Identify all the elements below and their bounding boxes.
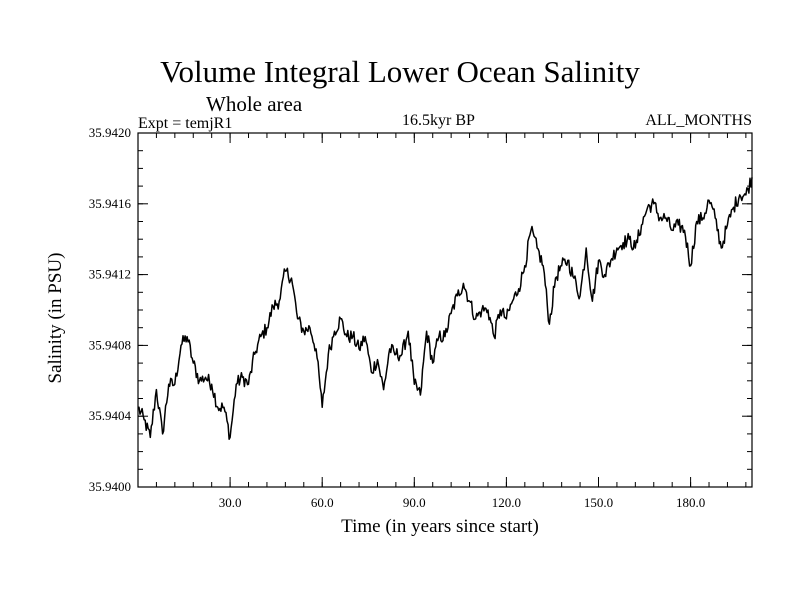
x-axis-label: Time (in years since start) <box>341 516 539 537</box>
axis-ticks <box>138 132 752 488</box>
x-tick-label: 30.0 <box>219 495 242 510</box>
series-line-salinity <box>137 177 753 440</box>
plot-frame <box>137 132 753 488</box>
x-tick-label: 90.0 <box>403 495 426 510</box>
experiment-label: Expt = temjR1 <box>138 115 233 132</box>
months-label: ALL_MONTHS <box>645 112 752 129</box>
x-tick-label: 120.0 <box>492 495 521 510</box>
chart-subtitle: Whole area <box>206 92 303 116</box>
y-tick-label: 35.9416 <box>89 196 132 211</box>
y-tick-label: 35.9420 <box>89 125 131 140</box>
x-tick-label: 60.0 <box>311 495 334 510</box>
y-tick-label: 35.9412 <box>89 267 131 282</box>
y-tick-label: 35.9400 <box>89 479 131 494</box>
x-tick-label: 180.0 <box>676 495 705 510</box>
tick-labels: 30.0 60.0 90.0 120.0 150.0 180.0 35.9400 35.940… <box>89 125 705 510</box>
series-group <box>137 177 753 440</box>
chart-title: Volume Integral Lower Ocean Salinity <box>160 54 640 89</box>
y-tick-label: 35.9408 <box>89 337 131 352</box>
period-label: 16.5kyr BP <box>402 112 475 129</box>
y-tick-label: 35.9404 <box>89 408 132 423</box>
x-tick-label: 150.0 <box>584 495 613 510</box>
